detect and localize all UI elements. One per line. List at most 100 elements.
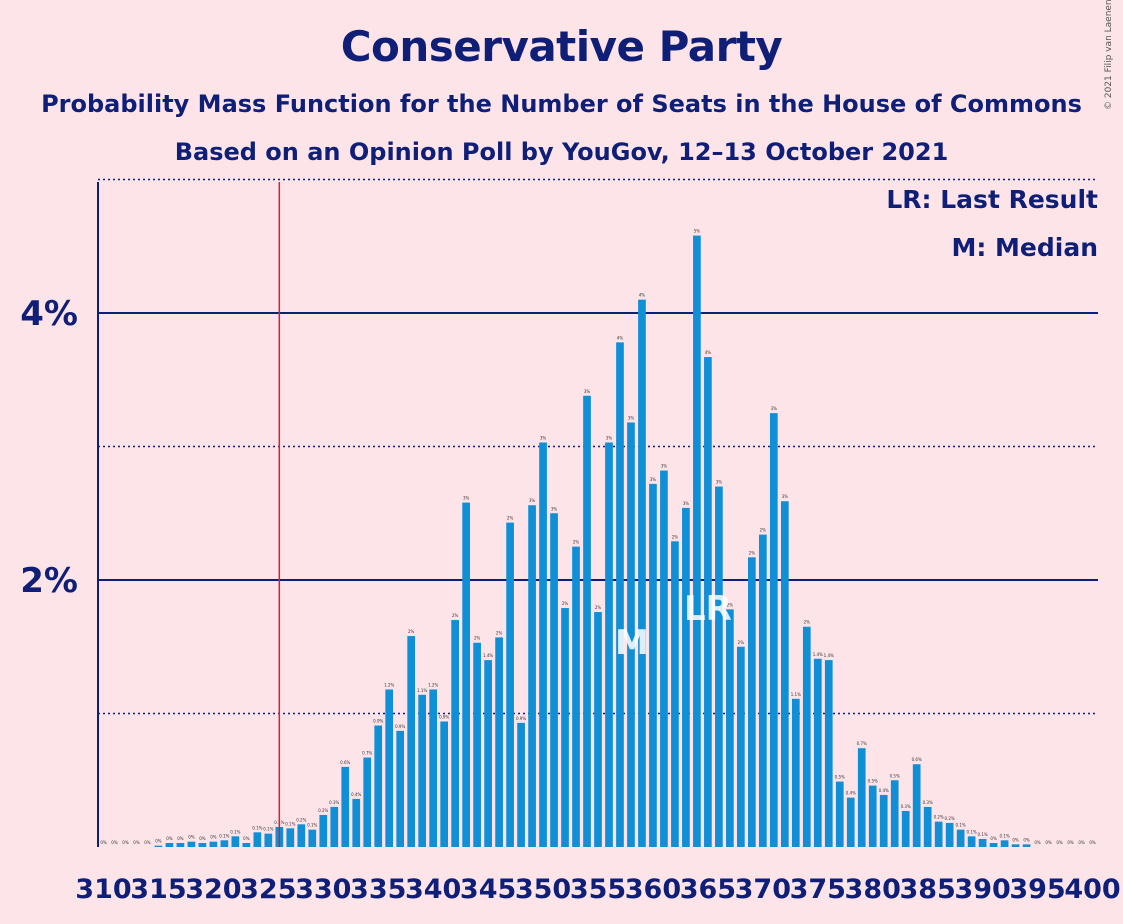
bar-334 <box>363 757 372 847</box>
x-tick-375: 375 <box>790 874 846 905</box>
x-tick-325: 325 <box>240 874 296 905</box>
bar-347 <box>506 522 514 847</box>
bar-388 <box>956 829 965 847</box>
bar-label-369: 2% <box>749 550 756 555</box>
legend-last-result: LR: Last Result <box>886 185 1098 214</box>
bar-label-380: 0.5% <box>868 779 878 784</box>
bar-label-377: 0.5% <box>835 775 845 780</box>
bar-361 <box>660 470 668 847</box>
bar-338 <box>407 636 416 847</box>
chart-title: Conservative Party <box>340 22 783 71</box>
x-tick-335: 335 <box>350 874 406 905</box>
bar-label-392: 0.1% <box>1000 833 1010 838</box>
bar-321 <box>220 840 229 847</box>
bar-label-332: 0.6% <box>340 760 350 765</box>
bar-367 <box>726 609 734 847</box>
bar-343 <box>462 502 470 847</box>
bar-335 <box>374 725 383 847</box>
bar-label-375: 1.4% <box>813 652 823 657</box>
bar-315 <box>154 845 163 847</box>
x-tick-385: 385 <box>899 874 955 905</box>
median-marker: M <box>615 623 649 663</box>
bar-label-396: 0% <box>1045 840 1052 845</box>
bar-label-320: 0% <box>210 835 217 840</box>
bar-386 <box>934 821 943 847</box>
bar-328 <box>297 824 306 847</box>
bar-317 <box>176 842 185 847</box>
markers: M LR <box>615 589 732 663</box>
bar-label-351: 3% <box>551 506 558 511</box>
bar-label-328: 0.2% <box>296 817 306 822</box>
bar-label-346: 2% <box>496 630 503 635</box>
bar-332 <box>341 766 350 847</box>
bar-385 <box>923 806 932 847</box>
x-tick-315: 315 <box>130 874 186 905</box>
bar-label-368: 2% <box>738 640 745 645</box>
bar-label-338: 2% <box>408 629 415 634</box>
bar-349 <box>528 505 536 847</box>
bar-label-311: 0% <box>111 840 118 845</box>
bar-label-324: 0.1% <box>252 825 262 830</box>
bar-label-400: 0% <box>1089 840 1096 845</box>
bar-label-374: 2% <box>804 620 811 625</box>
bar-316 <box>165 842 174 847</box>
bar-384 <box>912 764 921 847</box>
bar-label-378: 0.4% <box>846 791 856 796</box>
chart-source: Based on an Opinion Poll by YouGov, 12–1… <box>174 138 949 166</box>
bar-label-339: 1.1% <box>417 688 427 693</box>
axes <box>97 182 281 847</box>
bar-label-343: 3% <box>463 496 470 501</box>
x-tick-310: 310 <box>75 874 131 905</box>
bar-label-325: 0.1% <box>263 827 273 832</box>
bar-label-389: 0.1% <box>967 829 977 834</box>
bar-label-360: 3% <box>650 477 657 482</box>
bar-label-313: 0% <box>133 840 140 845</box>
bar-333 <box>352 798 361 847</box>
x-tick-345: 345 <box>460 874 516 905</box>
gridlines <box>98 178 1098 715</box>
bar-389 <box>967 836 976 847</box>
bar-387 <box>945 822 954 847</box>
bar-label-315: 0% <box>155 839 162 844</box>
bar-391 <box>989 842 998 847</box>
bar-339 <box>418 694 427 847</box>
bar-368 <box>737 646 745 847</box>
last-result-marker: LR <box>684 589 732 629</box>
bar-360 <box>649 483 657 847</box>
bar-label-345: 1.4% <box>483 653 493 658</box>
bar-label-383: 0.3% <box>901 804 911 809</box>
bar-label-356: 3% <box>606 435 613 440</box>
x-tick-355: 355 <box>570 874 626 905</box>
bar-label-331: 0.3% <box>329 800 339 805</box>
bar-354 <box>583 395 591 847</box>
bar-label-359: 4% <box>639 293 646 298</box>
bar-393 <box>1011 844 1020 847</box>
bar-label-390: 0.1% <box>978 832 988 837</box>
bar-label-327: 0.1% <box>285 821 295 826</box>
bar-377 <box>835 781 844 847</box>
bar-369 <box>748 557 756 847</box>
bar-label-386: 0.2% <box>934 815 944 820</box>
bar-375 <box>813 658 822 847</box>
bar-label-395: 0% <box>1034 840 1041 845</box>
bar-label-362: 2% <box>672 534 679 539</box>
bar-363 <box>682 507 690 847</box>
bar-376 <box>824 660 833 847</box>
bar-356 <box>605 442 613 847</box>
chart-subtitle: Probability Mass Function for the Number… <box>41 90 1082 118</box>
bar-323 <box>242 842 251 847</box>
bar-383 <box>901 810 910 847</box>
bar-label-384: 0.6% <box>912 757 922 762</box>
bar-392 <box>1000 840 1009 847</box>
bar-394 <box>1022 844 1031 847</box>
bar-337 <box>396 730 405 847</box>
bar-label-341: 0.9% <box>439 715 449 720</box>
bar-label-353: 2% <box>573 540 580 545</box>
bar-378 <box>846 797 855 847</box>
bar-366 <box>715 486 723 847</box>
bar-label-342: 2% <box>452 613 459 618</box>
bar-label-398: 0% <box>1067 840 1074 845</box>
x-tick-320: 320 <box>185 874 241 905</box>
bar-label-371: 3% <box>771 406 778 411</box>
bar-374 <box>802 626 811 847</box>
